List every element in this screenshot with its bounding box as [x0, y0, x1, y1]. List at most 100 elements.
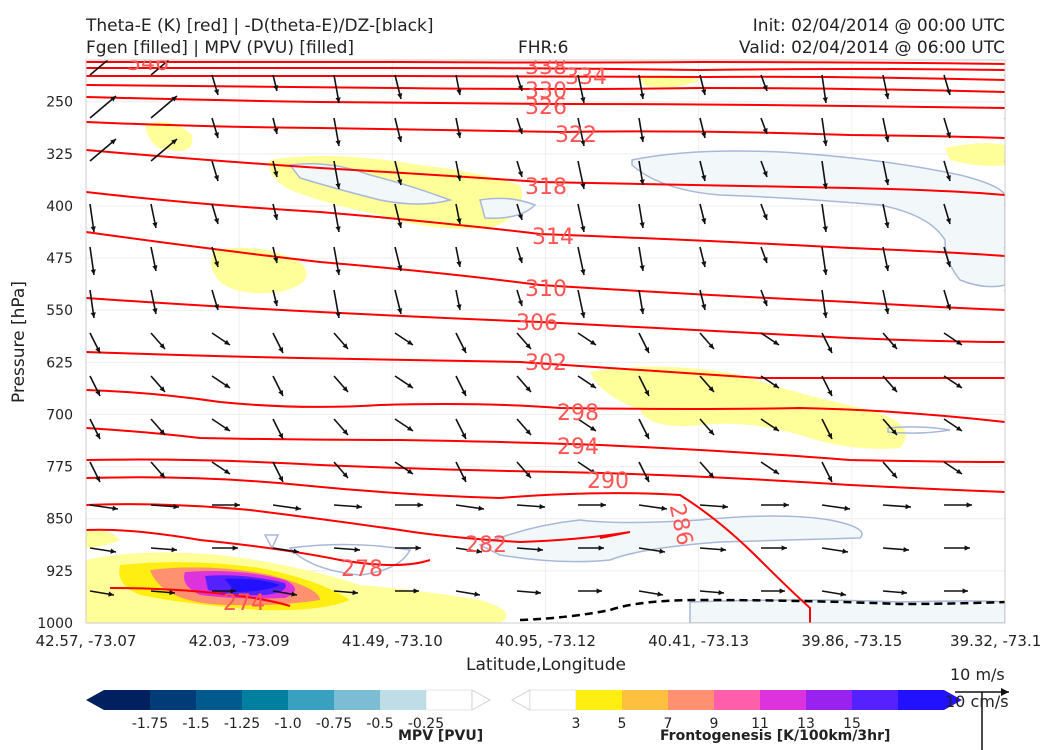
arrowhead-icon: [1010, 390, 1015, 396]
arrowhead-icon: [293, 548, 299, 554]
mpv-colorbar: -1.75 -1.5 -1.25 -1.0 -0.75 -0.5 -0.25: [86, 689, 491, 732]
theta-e-contour-334: [86, 74, 1005, 81]
arrowhead-icon: [517, 85, 523, 91]
arrowhead-icon: [335, 226, 341, 232]
arrowhead-icon: [639, 93, 645, 99]
arrowhead-icon: [1005, 171, 1010, 177]
arrowhead-icon: [580, 312, 586, 318]
arrowhead-icon: [773, 382, 779, 388]
arrowhead-icon: [822, 183, 828, 189]
arrowhead-icon: [1001, 688, 1009, 696]
fgen-area: [640, 75, 700, 88]
arrowhead-icon: [1005, 257, 1010, 263]
y-tick-label: 925: [46, 564, 73, 580]
mpv-colorbar-extend-high: [471, 689, 491, 711]
arrowhead-icon: [762, 85, 768, 91]
mpv-colorbar-swatch: [150, 690, 196, 710]
theta-e-contour-306: [86, 297, 1005, 343]
wind-vector: [150, 138, 178, 162]
x-tick-label: 39.32, -73.1: [950, 632, 1041, 650]
arrowhead-icon: [352, 589, 358, 596]
arrowhead-icon: [884, 93, 890, 99]
fgen-colorbar-extend-low: [511, 689, 531, 711]
arrowhead-icon: [90, 312, 96, 318]
mpv-colorbar-swatch: [288, 690, 334, 710]
fgen-colorbar-tick: 11: [751, 716, 769, 732]
arrowhead-icon: [159, 343, 165, 349]
arrowhead-icon: [844, 505, 850, 511]
title-line-1: Theta-E (K) [red] | -D(theta-E)/DZ-[blac…: [86, 16, 434, 36]
wind-vector: [1004, 204, 1005, 208]
contour-label-278: 278: [341, 557, 383, 582]
arrowhead-icon: [461, 347, 466, 353]
y-tick-label: 400: [46, 199, 73, 215]
arrowhead-icon: [827, 390, 832, 396]
arrowhead-icon: [639, 179, 645, 185]
fhr-label: FHR:6: [518, 38, 569, 58]
arrowhead-icon: [456, 218, 462, 224]
fgen-area: [211, 247, 307, 294]
arrowhead-icon: [1005, 300, 1010, 306]
arrowhead-icon: [456, 304, 462, 310]
arrowhead-icon: [762, 171, 768, 177]
theta-e-contour-290: [86, 458, 1005, 493]
arrowhead-icon: [273, 257, 279, 263]
arrowhead-icon: [644, 433, 649, 439]
arrowhead-icon: [1027, 506, 1033, 511]
mpv-area: [478, 515, 863, 563]
fgen-colorbar-swatch: [852, 690, 898, 710]
contour-label-298: 298: [557, 401, 599, 426]
fgen-colorbar-swatch: [714, 690, 760, 710]
wind-vector: [150, 60, 170, 76]
contour-label-274: 274: [223, 591, 265, 616]
contour-label-310: 310: [525, 277, 567, 302]
arrowhead-icon: [230, 588, 236, 594]
mpv-colorbar-tick: -0.25: [408, 716, 444, 732]
arrowhead-icon: [525, 472, 531, 478]
arrowhead-icon: [335, 183, 341, 189]
fgen-colorbar-label: Frontogenesis [K/100km/3hr]: [660, 728, 891, 744]
arrowhead-icon: [476, 548, 482, 554]
arrowhead-icon: [827, 347, 832, 353]
arrowhead-icon: [95, 390, 100, 396]
arrowhead-icon: [152, 308, 158, 314]
mpv-colorbar-swatch: [334, 690, 380, 710]
x-tick-label: 42.03, -73.09: [189, 632, 290, 650]
arrowhead-icon: [356, 504, 362, 510]
wind-vector: [1004, 376, 1005, 378]
arrowhead-icon: [639, 265, 645, 271]
fgen-colorbar-swatch: [760, 690, 806, 710]
y-tick-labels: 250 325 400 475 550 625 700 775 850 925 1000: [37, 95, 73, 632]
fgen-area: [945, 143, 1005, 166]
arrowhead-icon: [945, 89, 951, 95]
wind-vector: [1004, 247, 1005, 251]
arrowhead-icon: [95, 433, 100, 439]
theta-e-contour-338: [86, 66, 1005, 72]
arrowhead-icon: [884, 136, 890, 142]
wind-vector: [1004, 290, 1005, 294]
arrowhead-icon: [417, 502, 423, 508]
arrowhead-icon: [342, 386, 348, 392]
arrowhead-icon: [644, 390, 649, 396]
x-tick-labels: 42.57, -73.07 42.03, -73.09 41.49, -73.10 4…: [36, 632, 1042, 650]
arrowhead-icon: [456, 132, 462, 138]
arrowhead-icon: [1010, 347, 1015, 353]
arrowhead-icon: [273, 85, 279, 91]
theta-e-contour-326: [86, 96, 1005, 109]
arrowhead-icon: [95, 347, 100, 353]
arrowhead-icon: [891, 429, 897, 435]
arrowhead-icon: [701, 132, 707, 138]
fgen-colorbar-swatch: [529, 689, 577, 711]
y-tick-label: 700: [46, 407, 73, 423]
arrowhead-icon: [525, 429, 531, 435]
mpv-contour: [288, 543, 412, 576]
arrowhead-icon: [842, 548, 848, 554]
wind-vector: [89, 60, 109, 76]
arrowhead-icon: [590, 425, 596, 431]
arrowhead-icon: [110, 53, 116, 58]
arrowhead-icon: [964, 545, 970, 551]
x-tick-label: 40.95, -73.12: [495, 632, 596, 650]
arrowhead-icon: [110, 139, 116, 145]
mpv-colorbar-swatch: [425, 689, 473, 711]
